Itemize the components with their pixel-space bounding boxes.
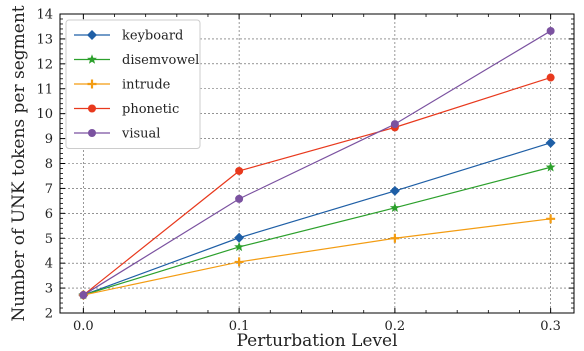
y-tick-label: 9 xyxy=(45,132,53,147)
data-point-disemvowel xyxy=(234,241,245,252)
series-line-disemvowel xyxy=(83,166,551,296)
legend-marker xyxy=(87,30,97,40)
legend: keyboard disemvowel intrude phonetic visual xyxy=(65,19,201,149)
axis-ticks: 2 3 4 5 6 7 8 9 10 11 12 13 14 0.0 0.1 0.2 0.3 xyxy=(36,8,574,334)
legend-marker xyxy=(87,79,97,89)
x-tick-label: 0.0 xyxy=(73,319,94,334)
legend-item-intrude: intrude xyxy=(74,78,171,93)
y-tick-label: 7 xyxy=(45,182,53,197)
data-point-phonetic xyxy=(546,73,555,82)
y-tick-label: 12 xyxy=(36,57,53,72)
y-tick-label: 4 xyxy=(45,257,53,272)
legend-box xyxy=(65,19,201,149)
series-visual xyxy=(79,26,555,300)
y-tick-label: 13 xyxy=(36,32,53,47)
legend-item-disemvowel: disemvowel xyxy=(74,53,199,68)
y-tick-label: 5 xyxy=(45,232,53,247)
y-axis-label: Number of UNK tokens per segment xyxy=(9,5,29,321)
data-point-intrude xyxy=(546,214,556,224)
y-tick-label: 2 xyxy=(45,307,53,322)
legend-marker xyxy=(88,104,96,113)
data-point-keyboard xyxy=(234,232,245,243)
series-disemvowel xyxy=(78,162,556,300)
legend-item-keyboard: keyboard xyxy=(74,29,183,44)
x-tick-label: 0.2 xyxy=(385,319,406,334)
data-point-visual xyxy=(79,291,88,300)
y-tick-label: 8 xyxy=(45,157,53,172)
data-point-disemvowel xyxy=(389,202,400,213)
data-point-keyboard xyxy=(389,185,400,196)
data-point-intrude xyxy=(390,233,400,243)
data-point-disemvowel xyxy=(545,162,556,172)
data-point-intrude xyxy=(234,257,244,267)
y-tick-label: 6 xyxy=(45,207,53,222)
series-layer xyxy=(78,26,556,301)
data-point-visual xyxy=(235,194,244,203)
data-point-visual xyxy=(390,120,399,129)
data-point-keyboard xyxy=(545,137,556,148)
series-line-intrude xyxy=(83,218,551,296)
series-line-keyboard xyxy=(83,142,551,296)
series-line-visual xyxy=(83,30,551,296)
legend-item-phonetic: phonetic xyxy=(74,102,179,117)
x-tick-label: 0.3 xyxy=(540,319,561,334)
legend-label: visual xyxy=(121,127,160,142)
y-tick-label: 11 xyxy=(36,82,53,97)
legend-marker xyxy=(88,129,96,137)
legend-label: keyboard xyxy=(122,29,183,44)
legend-marker xyxy=(87,54,97,64)
y-tick-label: 14 xyxy=(36,8,53,23)
x-tick-label: 0.1 xyxy=(229,319,250,334)
data-point-visual xyxy=(546,26,555,35)
series-line-phonetic xyxy=(82,76,551,296)
legend-item-visual: visual xyxy=(74,127,160,142)
y-tick-label: 3 xyxy=(45,282,53,297)
legend-label: disemvowel xyxy=(122,53,199,68)
data-point-phonetic xyxy=(235,166,244,175)
x-axis-label: Perturbation Level xyxy=(236,331,397,351)
y-tick-label: 10 xyxy=(36,107,53,122)
legend-label: phonetic xyxy=(122,102,179,117)
legend-label: intrude xyxy=(122,78,171,93)
